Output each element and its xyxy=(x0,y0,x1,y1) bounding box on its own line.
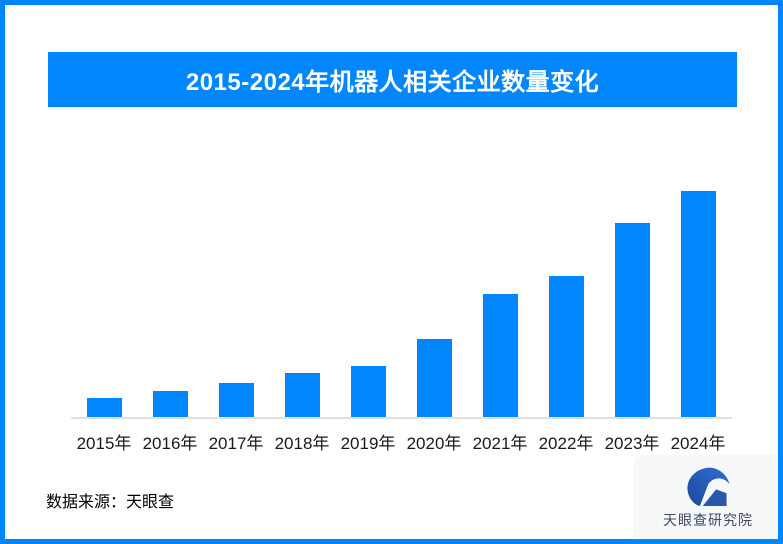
chart-bar-2016年 xyxy=(152,391,188,418)
tianyancha-logo-text: 天眼查研究院 xyxy=(663,512,753,528)
chart-bar-2024年 xyxy=(680,191,716,418)
tianyancha-eagle-icon xyxy=(687,467,730,507)
chart-column xyxy=(203,191,269,418)
data-source-note: 数据来源：天眼查 xyxy=(46,494,175,511)
x-axis-label: 2017年 xyxy=(208,434,264,453)
chart-bar-2023年 xyxy=(614,223,650,418)
chart-bar-2015年 xyxy=(86,398,122,418)
chart-column xyxy=(665,191,731,418)
chart-column xyxy=(137,191,203,418)
chart-column xyxy=(269,191,335,418)
x-axis-label: 2020年 xyxy=(406,434,462,453)
x-axis-label: 2018年 xyxy=(274,434,330,453)
chart-bar-2019年 xyxy=(350,365,386,418)
x-axis-label: 2023年 xyxy=(604,434,660,453)
chart-bar-2020年 xyxy=(416,338,452,418)
chart-bar-2021年 xyxy=(482,294,518,418)
chart-title-banner: 2015-2024年机器人相关企业数量变化 xyxy=(48,52,737,107)
x-axis-label: 2019年 xyxy=(340,434,396,453)
chart-column xyxy=(71,191,137,418)
chart-column xyxy=(401,191,467,418)
x-axis-label: 2021年 xyxy=(472,434,528,453)
chart-bar-2022年 xyxy=(548,275,584,418)
chart-title: 2015-2024年机器人相关企业数量变化 xyxy=(185,69,600,96)
chart-column xyxy=(467,191,533,418)
bar-chart xyxy=(71,191,731,418)
chart-column xyxy=(533,191,599,418)
x-axis-label: 2016年 xyxy=(142,434,198,453)
x-axis-label: 2022年 xyxy=(538,434,594,453)
chart-bar-2017年 xyxy=(218,383,254,418)
x-axis-label: 2024年 xyxy=(670,434,726,453)
x-axis-label: 2015年 xyxy=(76,434,132,453)
chart-column xyxy=(335,191,401,418)
x-axis-labels: 2015年 2016年 2017年 2018年 2019年 2020年 2021年 2022年… xyxy=(71,429,731,454)
chart-column xyxy=(599,191,665,418)
x-axis-line xyxy=(71,417,732,419)
chart-bar-2018年 xyxy=(284,373,320,418)
tianyancha-logo-panel: 天眼查研究院 xyxy=(633,455,783,544)
